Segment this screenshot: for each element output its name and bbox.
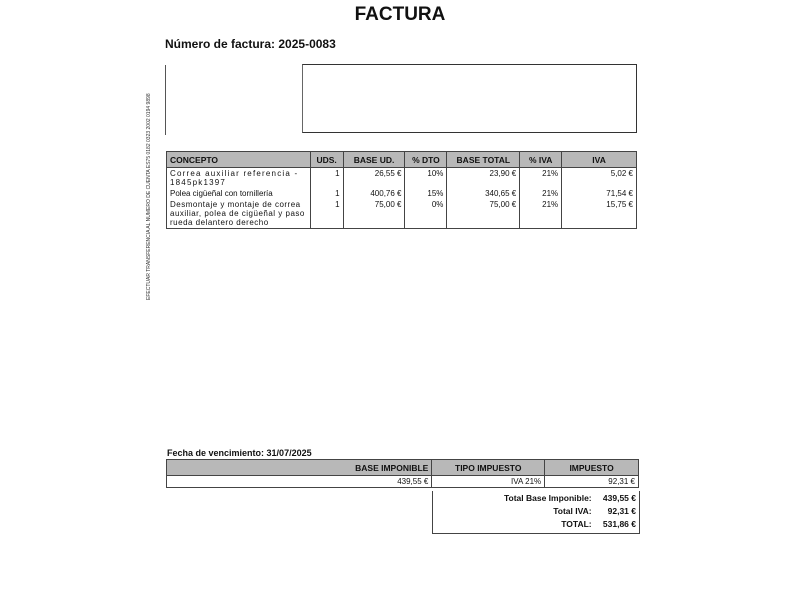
total-value: 531,86 €: [602, 519, 636, 529]
header-dto: % DTO: [404, 151, 448, 168]
cell-iva: 71,54 €: [561, 188, 637, 199]
header-concepto: CONCEPTO: [166, 151, 311, 168]
due-date-label: Fecha de vencimiento:: [167, 448, 265, 458]
due-date: Fecha de vencimiento: 31/07/2025: [167, 448, 312, 458]
cell-total-base: 75,00 €: [446, 199, 521, 229]
table-row: Desmontaje y montaje de correa auxiliar,…: [166, 199, 637, 229]
cell-unit-base: 26,55 €: [342, 167, 406, 188]
tax-table: BASE IMPONIBLE TIPO IMPUESTO IMPUESTO 43…: [165, 459, 639, 488]
invoice-number: Número de factura: 2025-0083: [165, 37, 336, 51]
total-iva-row: Total IVA: 92,31 €: [433, 504, 639, 517]
total-base-row: Total Base Imponible: 439,55 €: [433, 491, 639, 504]
total-label: Total IVA:: [553, 506, 592, 516]
cell-discount: 10%: [404, 167, 448, 188]
cell-iva-pct: 21%: [519, 188, 563, 199]
cell-discount: 15%: [404, 188, 448, 199]
header-base-imponible: BASE IMPONIBLE: [165, 459, 433, 476]
header-base-total: BASE TOTAL: [446, 151, 521, 168]
cell-impuesto: 92,31 €: [544, 475, 639, 488]
table-row: Polea cigüeñal con tornillería 1 400,76 …: [166, 188, 637, 199]
header-tipo-impuesto: TIPO IMPUESTO: [431, 459, 546, 476]
header-iva-pct: % IVA: [519, 151, 563, 168]
total-value: 92,31 €: [607, 506, 636, 516]
header-impuesto: IMPUESTO: [544, 459, 639, 476]
bank-transfer-note: EFECTUAR TRANSFERENCIA AL NUMERO DE CUEN…: [146, 93, 152, 300]
header-iva: IVA: [561, 151, 637, 168]
header-uds: UDS.: [309, 151, 344, 168]
cell-iva-pct: 21%: [519, 167, 563, 188]
cell-iva: 5,02 €: [561, 167, 637, 188]
cell-base-imponible: 439,55 €: [165, 475, 433, 488]
document-title: FACTURA: [354, 4, 446, 25]
totals-box: Total Base Imponible: 439,55 € Total IVA…: [432, 491, 640, 534]
table-row: 439,55 € IVA 21% 92,31 €: [165, 475, 639, 488]
table-row: Correa auxiliar referencia - 1845pk1397 …: [166, 167, 637, 188]
cell-concept: Correa auxiliar referencia - 1845pk1397: [166, 167, 311, 188]
cell-units: 1: [309, 188, 344, 199]
total-label: TOTAL:: [561, 519, 592, 529]
cell-total-base: 340,65 €: [446, 188, 521, 199]
header-base-ud: BASE UD.: [342, 151, 406, 168]
cell-concept: Desmontaje y montaje de correa auxiliar,…: [166, 199, 311, 229]
cell-unit-base: 75,00 €: [342, 199, 406, 229]
items-table: CONCEPTO UDS. BASE UD. % DTO BASE TOTAL …: [166, 151, 637, 229]
cell-iva: 15,75 €: [561, 199, 637, 229]
cell-total-base: 23,90 €: [446, 167, 521, 188]
sender-box-border: [165, 65, 166, 135]
grand-total-row: TOTAL: 531,86 €: [433, 517, 639, 530]
due-date-value: 31/07/2025: [266, 448, 312, 458]
client-address-box: [302, 64, 637, 133]
invoice-number-label: Número de factura:: [165, 37, 276, 51]
items-header-row: CONCEPTO UDS. BASE UD. % DTO BASE TOTAL …: [166, 151, 637, 168]
cell-iva-pct: 21%: [519, 199, 563, 229]
tax-header-row: BASE IMPONIBLE TIPO IMPUESTO IMPUESTO: [165, 459, 639, 476]
invoice-number-value: 2025-0083: [278, 37, 336, 51]
cell-units: 1: [309, 199, 344, 229]
total-label: Total Base Imponible:: [503, 493, 592, 503]
cell-unit-base: 400,76 €: [342, 188, 406, 199]
total-value: 439,55 €: [602, 493, 636, 503]
cell-discount: 0%: [404, 199, 448, 229]
cell-units: 1: [309, 167, 344, 188]
cell-tipo-impuesto: IVA 21%: [431, 475, 546, 488]
cell-concept: Polea cigüeñal con tornillería: [166, 188, 311, 199]
